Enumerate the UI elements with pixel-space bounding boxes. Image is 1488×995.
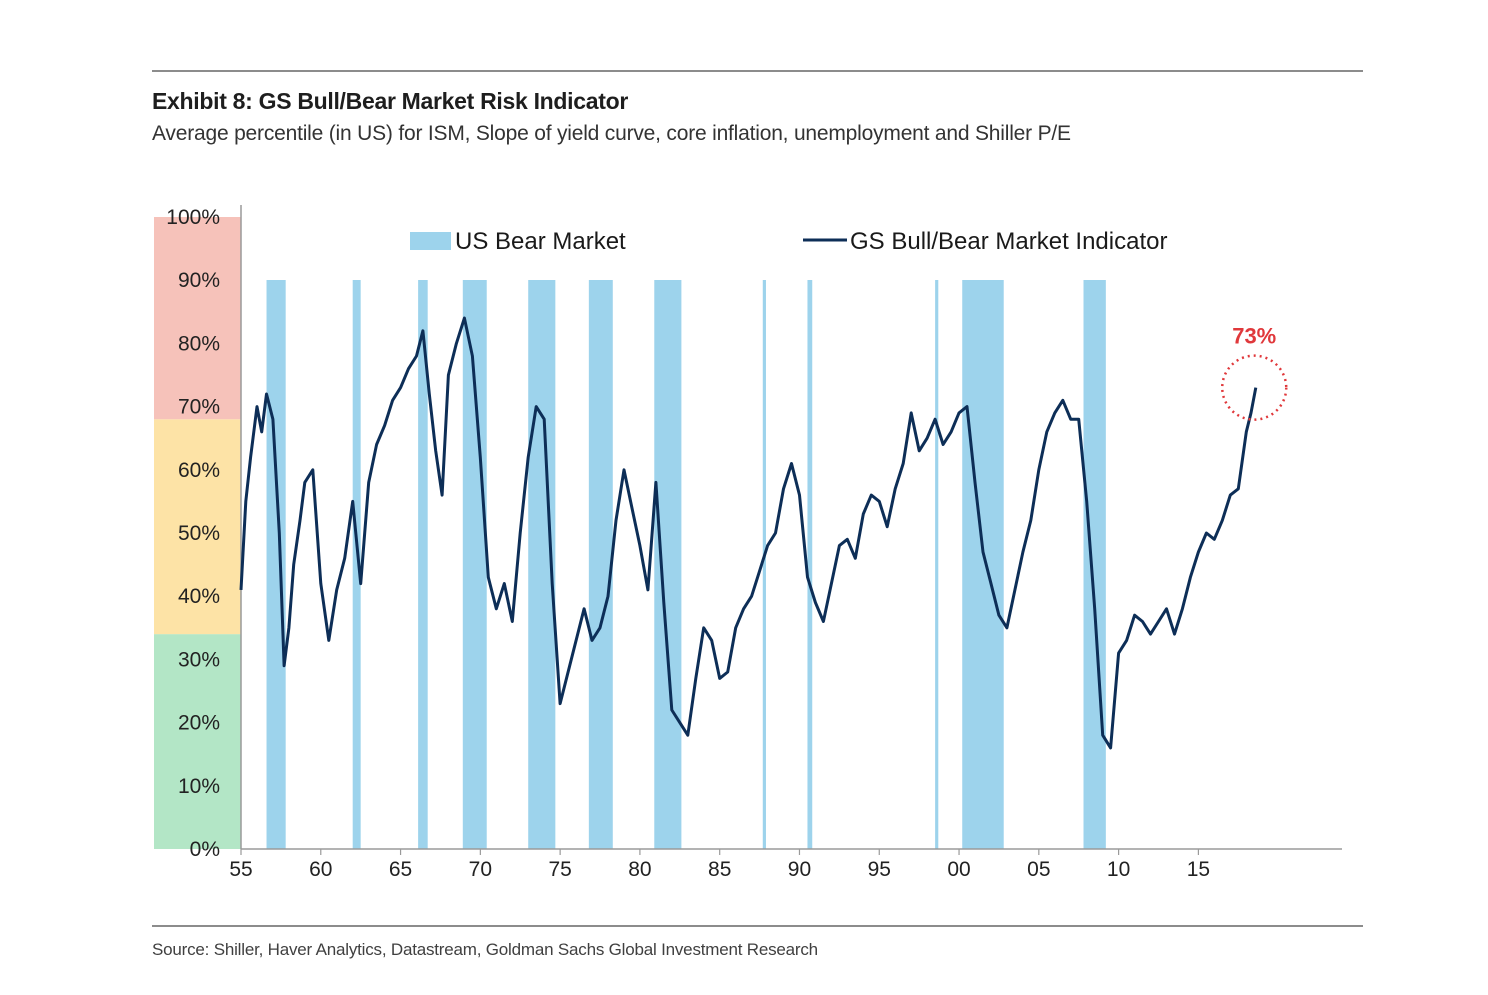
legend: US Bear Market GS Bull/Bear Market Indic…	[410, 228, 1167, 255]
bear-market-bar	[462, 280, 487, 849]
risk-zone-1	[154, 419, 241, 635]
y-tick-label: 30%	[178, 648, 220, 671]
x-tick-label: 80	[628, 858, 651, 881]
bottom-rule	[152, 925, 1363, 927]
bear-market-bar	[762, 280, 766, 849]
bear-market-bars	[266, 280, 1106, 849]
legend-swatch-bear-market	[410, 232, 451, 250]
y-tick-label: 0%	[190, 838, 220, 861]
bear-market-bar	[266, 280, 286, 849]
y-tick-label: 70%	[178, 396, 220, 419]
risk-zone-2	[154, 217, 241, 420]
y-tick-labels: 0% 10% 20% 30% 40% 50% 60% 70% 80% 90% 100%	[166, 206, 220, 861]
x-tick-label: 05	[1027, 858, 1050, 881]
x-tick-label: 85	[708, 858, 731, 881]
exhibit-subtitle: Average percentile (in US) for ISM, Slop…	[152, 122, 1071, 145]
x-tick-label: 60	[309, 858, 332, 881]
bear-market-bar	[935, 280, 939, 849]
latest-value-annotation: 73%	[1220, 324, 1288, 421]
legend-label-bear-market: US Bear Market	[455, 228, 626, 255]
annotation-label: 73%	[1232, 324, 1276, 349]
legend-label-indicator: GS Bull/Bear Market Indicator	[850, 228, 1167, 255]
x-tick-label: 55	[229, 858, 252, 881]
y-tick-label: 40%	[178, 585, 220, 608]
y-tick-label: 90%	[178, 269, 220, 292]
bear-market-bar	[418, 280, 428, 849]
x-tick-label: 10	[1107, 858, 1130, 881]
risk-zones	[154, 217, 241, 849]
x-tick-label: 90	[788, 858, 811, 881]
x-tick-label: 95	[868, 858, 891, 881]
y-tick-label: 60%	[178, 459, 220, 482]
bear-market-bar	[1083, 280, 1106, 849]
bear-market-bar	[807, 280, 813, 849]
bear-market-bar	[352, 280, 361, 849]
y-tick-label: 100%	[166, 206, 220, 229]
bear-market-bar	[588, 280, 613, 849]
x-tick-label: 15	[1187, 858, 1210, 881]
y-tick-label: 20%	[178, 712, 220, 735]
x-tick-labels: 55 60 65 70 75 80 85 90 95 00 05 10 15	[229, 849, 1210, 881]
x-tick-label: 00	[947, 858, 970, 881]
source-note: Source: Shiller, Haver Analytics, Datast…	[152, 940, 818, 959]
risk-zone-0	[154, 634, 241, 849]
highlight-circle	[1220, 354, 1288, 421]
x-tick-label: 65	[389, 858, 412, 881]
y-tick-label: 50%	[178, 522, 220, 545]
y-tick-label: 10%	[178, 775, 220, 798]
x-tick-label: 75	[548, 858, 571, 881]
x-tick-label: 70	[469, 858, 492, 881]
axes	[240, 205, 1342, 850]
exhibit-title: Exhibit 8: GS Bull/Bear Market Risk Indi…	[152, 88, 629, 114]
bear-market-bar	[962, 280, 1004, 849]
top-rule	[152, 70, 1363, 72]
y-tick-label: 80%	[178, 332, 220, 355]
indicator-line	[239, 316, 1258, 750]
bear-market-bar	[654, 280, 682, 849]
